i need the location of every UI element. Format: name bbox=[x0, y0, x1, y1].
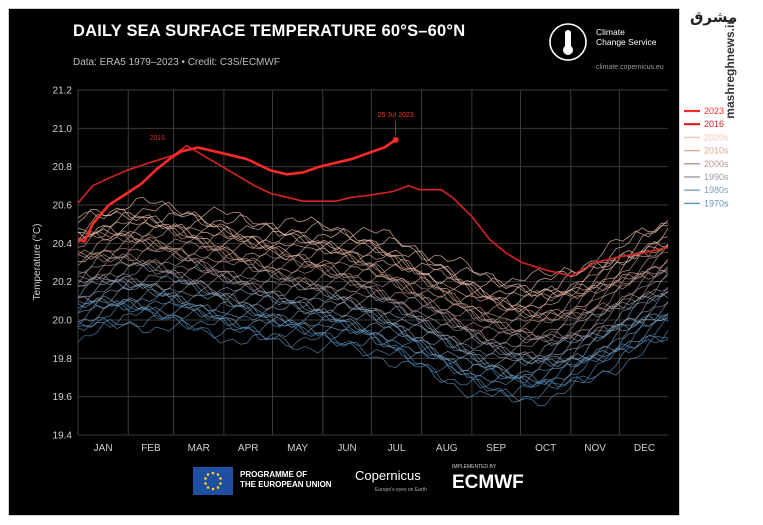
decade-line-2020s bbox=[77, 208, 669, 298]
decade-line-2000s bbox=[77, 252, 669, 341]
decade-line-2010s bbox=[77, 221, 669, 312]
eu-line1: PROGRAMME OF bbox=[240, 470, 308, 479]
decade-line-1990s bbox=[77, 259, 669, 347]
legend-label: 1990s bbox=[704, 172, 729, 182]
legend-label: 1970s bbox=[704, 198, 729, 208]
ecmwf-logo: ECMWF bbox=[452, 472, 524, 493]
decade-line-1980s bbox=[77, 283, 669, 372]
decade-line-1990s bbox=[77, 263, 669, 356]
decade-line-2000s bbox=[77, 236, 669, 324]
decade-line-1980s bbox=[77, 278, 669, 367]
legend-label: 2016 bbox=[704, 119, 724, 129]
decade-line-1980s bbox=[77, 288, 669, 380]
decade-line-1980s bbox=[77, 276, 669, 366]
annotation-label: 2016 bbox=[150, 135, 166, 142]
climate-change-service-logo-icon bbox=[549, 23, 587, 61]
x-tick-label: DEC bbox=[634, 443, 655, 454]
decade-line-2000s bbox=[77, 258, 669, 348]
y-tick-label: 20.2 bbox=[53, 277, 73, 288]
legend-label: 2010s bbox=[704, 146, 729, 156]
y-axis-label: Temperature (°C) bbox=[32, 224, 43, 301]
series-line-2023 bbox=[77, 138, 397, 243]
decade-line-2020s bbox=[77, 223, 669, 313]
decade-line-1970s bbox=[77, 300, 669, 388]
legend-label: 1980s bbox=[704, 185, 729, 195]
decade-line-1990s bbox=[77, 256, 669, 344]
y-tick-label: 20.0 bbox=[53, 316, 73, 327]
decade-line-2020s bbox=[77, 212, 669, 299]
series-line-2016 bbox=[77, 144, 669, 277]
x-tick-label: JUN bbox=[337, 443, 356, 454]
x-tick-label: NOV bbox=[584, 443, 606, 454]
chart-subtitle: Data: ERA5 1979–2023 • Credit: C3S/ECMWF bbox=[73, 57, 280, 68]
x-tick-label: SEP bbox=[486, 443, 506, 454]
annotation-label: 25 Jul 2023 bbox=[378, 112, 414, 119]
series-2023-endpoint bbox=[392, 136, 399, 143]
x-tick-label: JUL bbox=[388, 443, 406, 454]
eu-programme-text: PROGRAMME OF THE EUROPEAN UNION bbox=[240, 470, 332, 490]
eu-flag-icon bbox=[193, 467, 233, 495]
y-tick-label: 21.0 bbox=[53, 124, 73, 135]
decade-line-2020s bbox=[77, 201, 668, 294]
ccs-name: Climate Change Service bbox=[596, 27, 676, 47]
y-axis: 21.2 21.0 20.8 20.6 20.4 20.2 20.0 19.8 19.6 19.4 bbox=[53, 86, 73, 442]
annotations: 2016 25 Jul 2023 bbox=[150, 112, 414, 142]
y-tick-label: 20.4 bbox=[53, 239, 73, 250]
copernicus-logo: Copernicus bbox=[355, 468, 421, 483]
decade-line-1990s bbox=[77, 275, 669, 364]
decade-line-2010s bbox=[77, 227, 669, 318]
legend-label: 2000s bbox=[704, 159, 729, 169]
y-tick-label: 20.6 bbox=[53, 201, 73, 212]
y-tick-label: 21.2 bbox=[53, 86, 73, 97]
eu-line2: THE EUROPEAN UNION bbox=[240, 480, 332, 489]
chart-frame bbox=[8, 8, 680, 516]
decade-line-2010s bbox=[77, 236, 669, 323]
legend-label: 2023 bbox=[704, 106, 724, 116]
y-tick-label: 19.6 bbox=[53, 392, 73, 403]
decade-line-1990s bbox=[77, 269, 669, 360]
decade-line-2000s bbox=[77, 238, 669, 329]
x-tick-label: OCT bbox=[535, 443, 556, 454]
decade-line-2010s bbox=[77, 215, 669, 305]
legend-label: 2020s bbox=[704, 132, 729, 142]
x-tick-label: JAN bbox=[94, 443, 113, 454]
grid bbox=[77, 89, 668, 436]
ccs-url: climate.copernicus.eu bbox=[596, 64, 664, 71]
watermark-fa: مشرق bbox=[690, 9, 738, 26]
x-tick-label: APR bbox=[238, 443, 259, 454]
x-tick-label: MAY bbox=[287, 443, 308, 454]
x-tick-label: FEB bbox=[141, 443, 161, 454]
x-axis: JAN FEB MAR APR MAY JUN JUL AUG SEP OCT NOV DEC bbox=[94, 443, 655, 454]
decade-line-1970s bbox=[77, 292, 669, 384]
copernicus-subtitle: Europe's eyes on Earth bbox=[375, 487, 427, 493]
x-tick-label: MAR bbox=[188, 443, 210, 454]
decade-line-1970s bbox=[77, 305, 669, 397]
watermark: mashreghnews.ir bbox=[723, 20, 737, 119]
implemented-by: IMPLEMENTED BY bbox=[452, 464, 497, 470]
x-tick-label: AUG bbox=[436, 443, 458, 454]
decade-line-2010s bbox=[77, 230, 669, 319]
decade-lines bbox=[77, 196, 669, 407]
highlight-series bbox=[77, 136, 669, 277]
y-tick-label: 20.8 bbox=[53, 162, 73, 173]
decade-line-2020s bbox=[77, 196, 669, 288]
ccs-name-line1: Climate bbox=[596, 27, 625, 37]
chart-title: DAILY SEA SURFACE TEMPERATURE 60°S–60°N bbox=[73, 22, 466, 40]
ccs-name-line2: Change Service bbox=[596, 37, 657, 47]
y-tick-label: 19.8 bbox=[53, 354, 73, 365]
y-tick-label: 19.4 bbox=[53, 431, 73, 442]
decade-line-1970s bbox=[77, 319, 669, 407]
legend: 2023 2016 2020s 2010s 2000s 1990s 1980s 1970s bbox=[684, 106, 729, 208]
decade-line-2000s bbox=[77, 253, 669, 342]
